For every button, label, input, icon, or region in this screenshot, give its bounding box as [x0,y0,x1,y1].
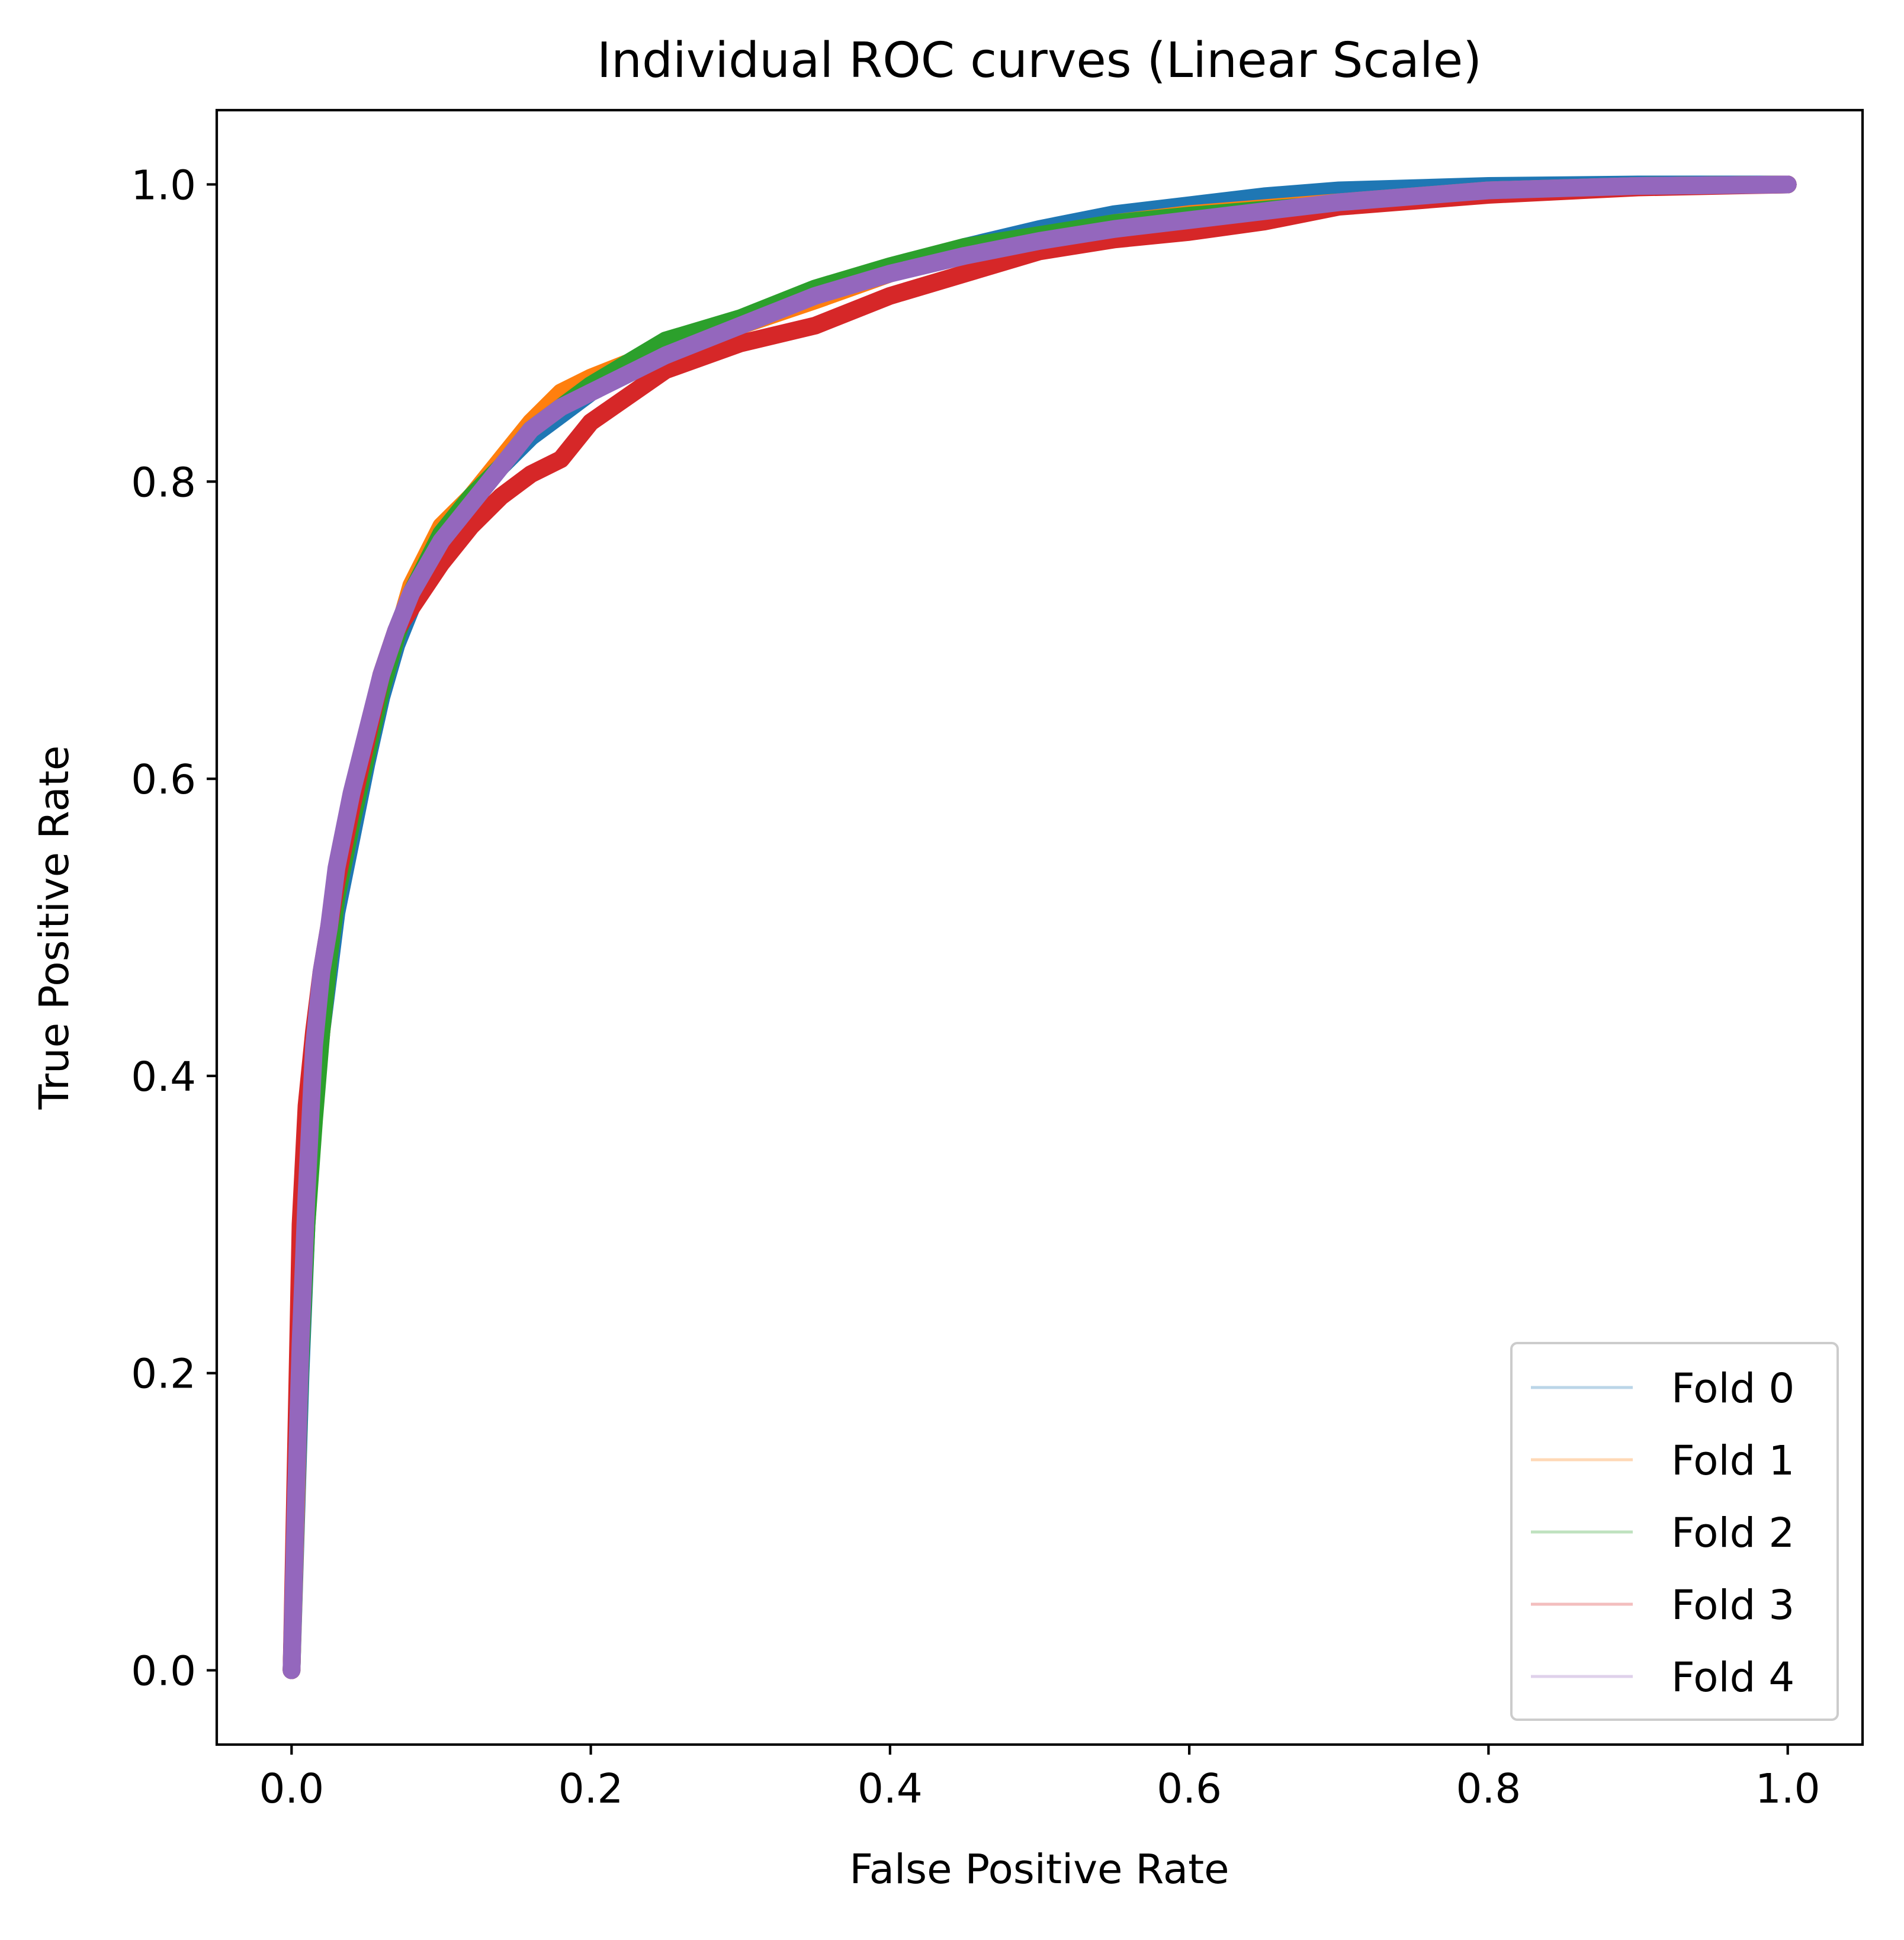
x-tick-label: 0.2 [558,1765,624,1813]
legend-label-fold-4: Fold 4 [1671,1654,1794,1701]
y-tick-label: 0.8 [131,459,196,506]
x-tick-label: 0.6 [1157,1765,1222,1813]
y-tick-label: 0.4 [131,1053,196,1101]
axes-frame [215,108,1864,1746]
y-axis-ticks: 0.0 0.2 0.4 0.6 0.8 1.0 [131,162,217,1695]
y-axis-label: True Positive Rate [31,746,78,1110]
chart-title: Individual ROC curves (Linear Scale) [597,33,1482,89]
x-tick-label: 0.4 [858,1765,923,1813]
legend-label-fold-1: Fold 1 [1671,1437,1794,1485]
legend: Fold 0 Fold 1 Fold 2 Fold 3 Fold 4 [1510,1342,1839,1721]
y-tick-label: 1.0 [131,162,196,209]
x-tick-label: 0.0 [259,1765,324,1813]
legend-box [1510,1342,1839,1721]
legend-label-fold-2: Fold 2 [1671,1509,1794,1557]
y-tick-label: 0.2 [131,1351,196,1398]
plot-layer [282,175,1797,1679]
series-line-fold-4 [282,175,1797,1679]
x-tick-label: 0.8 [1456,1765,1521,1813]
y-tick-label: 0.0 [131,1648,196,1695]
x-tick-label: 1.0 [1755,1765,1820,1813]
legend-label-fold-0: Fold 0 [1671,1365,1794,1412]
legend-label-fold-3: Fold 3 [1671,1582,1794,1629]
y-tick-label: 0.6 [131,756,196,804]
x-axis-ticks: 0.0 0.2 0.4 0.6 0.8 1.0 [259,1745,1820,1813]
x-axis-label: False Positive Rate [849,1846,1229,1893]
